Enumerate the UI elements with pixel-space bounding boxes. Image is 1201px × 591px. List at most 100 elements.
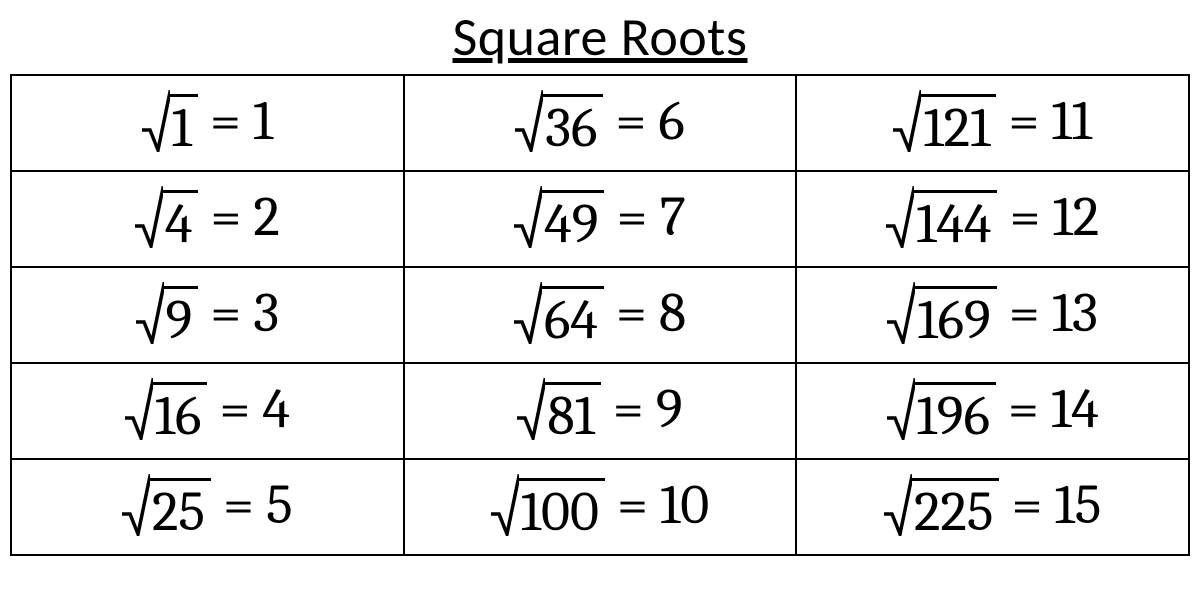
sqrt-expression: 121 = 11: [893, 90, 1092, 152]
surd-icon: [142, 90, 170, 152]
radical-icon: 169: [887, 282, 996, 344]
table-row: 4 = 2 49 = 7: [11, 171, 1189, 267]
table-cell: 4 = 2: [11, 171, 404, 267]
root-result: 14: [1051, 381, 1099, 437]
table-cell: 36 = 6: [404, 75, 797, 171]
radical-icon: 196: [887, 378, 996, 440]
surd-icon: [122, 474, 150, 536]
radical-icon: 1: [142, 90, 198, 152]
square-roots-table: 1 = 1 36 = 6: [10, 74, 1190, 556]
radical-icon: 100: [491, 474, 605, 536]
table-cell: 25 = 5: [11, 459, 404, 555]
table-row: 16 = 4 81 =: [11, 363, 1189, 459]
radicand-value: 25: [150, 478, 211, 536]
root-result: 11: [1051, 93, 1092, 149]
page-title: Square Roots: [10, 4, 1190, 70]
surd-icon: [884, 474, 912, 536]
square-roots-tbody: 1 = 1 36 = 6: [11, 75, 1189, 555]
sqrt-expression: 36 = 6: [515, 90, 685, 152]
root-result: 3: [253, 285, 279, 341]
radicand-value: 121: [921, 94, 996, 152]
radicand-value: 144: [914, 190, 997, 248]
radicand-value: 1: [170, 94, 198, 152]
surd-icon: [517, 378, 545, 440]
radicand-value: 225: [912, 478, 999, 536]
radicand-value: 16: [153, 382, 208, 440]
sqrt-expression: 144 = 12: [886, 186, 1099, 248]
table-cell: 144 = 12: [796, 171, 1189, 267]
equals-sign: =: [210, 189, 241, 245]
surd-icon: [887, 378, 915, 440]
surd-icon: [515, 90, 543, 152]
radicand-value: 4: [163, 190, 199, 248]
sqrt-expression: 100 = 10: [491, 474, 709, 536]
surd-icon: [136, 282, 164, 344]
equals-sign: =: [613, 381, 644, 437]
radical-icon: 36: [515, 90, 603, 152]
table-row: 9 = 3 64 = 8: [11, 267, 1189, 363]
equals-sign: =: [219, 381, 250, 437]
table-cell: 121 = 11: [796, 75, 1189, 171]
root-result: 12: [1053, 189, 1100, 245]
root-result: 9: [656, 381, 683, 437]
table-cell: 169 = 13: [796, 267, 1189, 363]
table-cell: 49 = 7: [404, 171, 797, 267]
surd-icon: [893, 90, 921, 152]
sqrt-expression: 1 = 1: [142, 90, 274, 152]
sqrt-expression: 9 = 3: [136, 282, 280, 344]
radical-icon: 64: [514, 282, 604, 344]
surd-icon: [887, 282, 915, 344]
table-cell: 100 = 10: [404, 459, 797, 555]
radical-icon: 9: [136, 282, 199, 344]
equals-sign: =: [1009, 189, 1040, 245]
table-row: 1 = 1 36 = 6: [11, 75, 1189, 171]
sqrt-expression: 16 = 4: [125, 378, 290, 440]
root-result: 7: [660, 189, 686, 245]
radical-icon: 121: [893, 90, 996, 152]
surd-icon: [886, 186, 914, 248]
radical-icon: 25: [122, 474, 211, 536]
equals-sign: =: [617, 477, 648, 533]
table-cell: 225 = 15: [796, 459, 1189, 555]
root-result: 5: [266, 477, 293, 533]
radicand-value: 196: [915, 382, 996, 440]
radicand-value: 169: [915, 286, 996, 344]
root-result: 13: [1052, 285, 1098, 341]
sqrt-expression: 196 = 14: [887, 378, 1099, 440]
radical-icon: 144: [886, 186, 997, 248]
radicand-value: 49: [542, 190, 604, 248]
radical-icon: 225: [884, 474, 999, 536]
equals-sign: =: [616, 285, 647, 341]
radical-icon: 81: [517, 378, 600, 440]
root-result: 15: [1054, 477, 1101, 533]
root-result: 6: [658, 93, 684, 149]
radical-icon: 4: [135, 186, 199, 248]
sqrt-expression: 64 = 8: [514, 282, 686, 344]
sqrt-expression: 169 = 13: [887, 282, 1098, 344]
root-result: 4: [262, 381, 290, 437]
equals-sign: =: [615, 93, 646, 149]
equals-sign: =: [1008, 93, 1039, 149]
radicand-value: 36: [543, 94, 603, 152]
surd-icon: [514, 186, 542, 248]
table-cell: 81 = 9: [404, 363, 797, 459]
equals-sign: =: [1008, 381, 1039, 437]
radicand-value: 100: [519, 478, 605, 536]
table-cell: 16 = 4: [11, 363, 404, 459]
sqrt-expression: 25 = 5: [122, 474, 293, 536]
equals-sign: =: [1011, 477, 1042, 533]
surd-icon: [135, 186, 163, 248]
radical-icon: 16: [125, 378, 208, 440]
surd-icon: [125, 378, 153, 440]
equals-sign: =: [223, 477, 254, 533]
sqrt-expression: 225 = 15: [884, 474, 1101, 536]
surd-icon: [514, 282, 542, 344]
radicand-value: 9: [164, 286, 199, 344]
equals-sign: =: [210, 93, 241, 149]
root-result: 2: [253, 189, 279, 245]
table-cell: 9 = 3: [11, 267, 404, 363]
equals-sign: =: [616, 189, 647, 245]
square-roots-panel: Square Roots 1 = 1: [10, 4, 1190, 556]
sqrt-expression: 4 = 2: [135, 186, 280, 248]
root-result: 8: [659, 285, 686, 341]
